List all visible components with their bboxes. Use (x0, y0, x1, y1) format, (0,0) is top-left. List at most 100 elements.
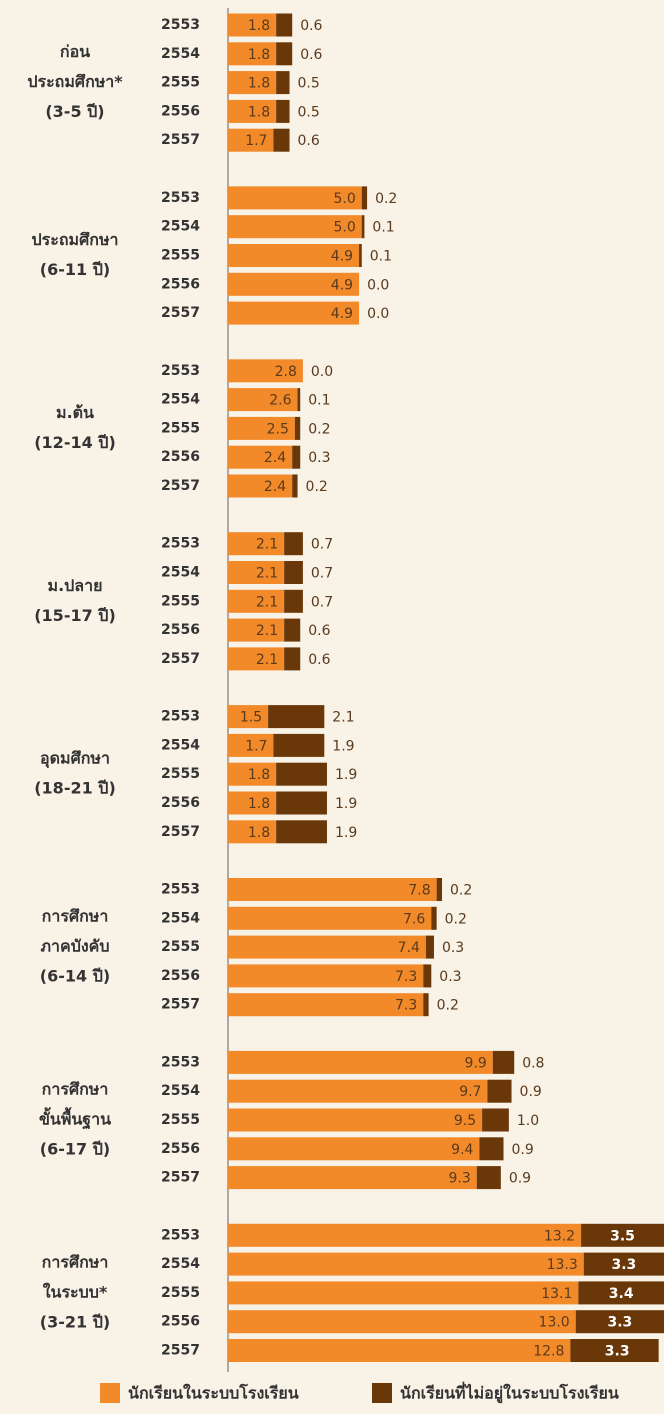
value-label: 0.2 (375, 191, 397, 207)
bar-segment (425, 935, 434, 959)
value-label: 2.4 (264, 479, 286, 495)
bar-segment (268, 705, 325, 729)
value-label: 0.0 (367, 306, 389, 322)
bar-segment (284, 532, 303, 556)
bar-segment (578, 1281, 664, 1305)
value-label: 1.8 (248, 18, 270, 34)
value-label: 3.5 (610, 1228, 635, 1244)
value-label: 0.2 (450, 883, 472, 899)
bar-segment (228, 445, 293, 469)
bar-segment (284, 589, 303, 613)
bar-segment (292, 474, 298, 498)
year-label: 2556 (161, 622, 200, 638)
bar-segment (228, 13, 277, 37)
bar-segment (228, 99, 277, 123)
year-label: 2555 (161, 248, 200, 264)
year-label: 2557 (161, 1343, 200, 1359)
value-label: 0.6 (308, 652, 330, 668)
bar-segment (228, 301, 360, 325)
bar-segment (228, 878, 437, 901)
value-label: 1.9 (332, 738, 354, 754)
group-label: (15-17 ปี) (34, 606, 116, 625)
value-label: 7.3 (395, 998, 417, 1014)
value-label: 0.6 (298, 133, 320, 149)
value-label: 2.1 (256, 652, 278, 668)
year-label: 2557 (161, 132, 200, 148)
bar-segment (228, 993, 424, 1017)
value-label: 0.9 (512, 1142, 534, 1158)
bar-segment (284, 647, 301, 671)
group-label: ก่อน (60, 42, 90, 61)
bar-segment (276, 820, 327, 844)
year-label: 2553 (161, 190, 200, 206)
year-label: 2553 (161, 17, 200, 33)
value-label: 0.8 (522, 1055, 544, 1071)
value-label: 0.5 (298, 104, 320, 120)
bar-segment (297, 388, 301, 412)
bar-segment (228, 618, 285, 642)
value-label: 3.4 (609, 1286, 634, 1302)
group-label: การศึกษา (42, 907, 109, 926)
year-label: 2556 (161, 103, 200, 119)
bar-segment (583, 1252, 664, 1276)
bar-segment (228, 705, 269, 729)
bar-segment (228, 416, 295, 440)
bar-segment (228, 71, 277, 95)
group-label: การศึกษา (42, 1252, 109, 1271)
bar-segment (570, 1339, 659, 1362)
year-label: 2555 (161, 939, 200, 955)
value-label: 0.1 (372, 220, 394, 236)
legend-label: นักเรียนที่ไม่อยู่ในระบบโรงเรียน (400, 1382, 619, 1405)
bar-segment (476, 1166, 501, 1190)
year-label: 2554 (161, 565, 200, 581)
bar-segment (228, 532, 285, 556)
value-label: 3.3 (611, 1257, 636, 1273)
value-label: 9.7 (459, 1084, 481, 1100)
value-label: 0.3 (442, 940, 464, 956)
bar-segment (228, 1223, 582, 1247)
value-label: 0.5 (298, 76, 320, 92)
bar-segment (228, 272, 360, 296)
bar-segment (228, 1281, 579, 1305)
group-label: (18-21 ปี) (34, 779, 116, 798)
value-label: 13.2 (544, 1228, 575, 1244)
bar-segment (276, 42, 293, 66)
bar-segment (284, 561, 303, 584)
value-label: 5.0 (333, 220, 355, 236)
value-label: 2.6 (269, 393, 291, 409)
legend-swatch (100, 1383, 120, 1403)
bar-segment (273, 128, 290, 152)
value-label: 2.1 (256, 537, 278, 553)
group-label: ประถมศึกษา* (27, 72, 123, 91)
bar-segment (276, 791, 327, 815)
value-label: 0.7 (311, 537, 333, 553)
value-label: 3.3 (605, 1344, 630, 1360)
year-label: 2556 (161, 1314, 200, 1330)
year-label: 2556 (161, 449, 200, 465)
value-label: 3.3 (607, 1315, 632, 1331)
bar-segment (284, 618, 301, 642)
year-label: 2553 (161, 1054, 200, 1070)
bar-segment (273, 733, 325, 757)
year-label: 2557 (161, 305, 200, 321)
year-label: 2554 (161, 1256, 200, 1272)
bar-segment (228, 762, 277, 786)
bar-segment (228, 964, 424, 988)
value-label: 0.1 (308, 393, 330, 409)
legend-swatch (372, 1383, 392, 1403)
value-label: 0.1 (370, 249, 392, 265)
year-label: 2556 (161, 968, 200, 984)
bar-segment (276, 762, 327, 786)
bar-segment (575, 1310, 664, 1334)
value-label: 0.6 (308, 623, 330, 639)
value-label: 0.3 (308, 450, 330, 466)
bar-segment (276, 13, 293, 37)
year-label: 2556 (161, 1141, 200, 1157)
bar-segment (228, 1166, 477, 1190)
group-label: ม.ปลาย (48, 576, 103, 595)
value-label: 1.8 (248, 76, 270, 92)
bar-segment (228, 733, 274, 757)
value-label: 0.3 (439, 969, 461, 985)
year-label: 2555 (161, 766, 200, 782)
